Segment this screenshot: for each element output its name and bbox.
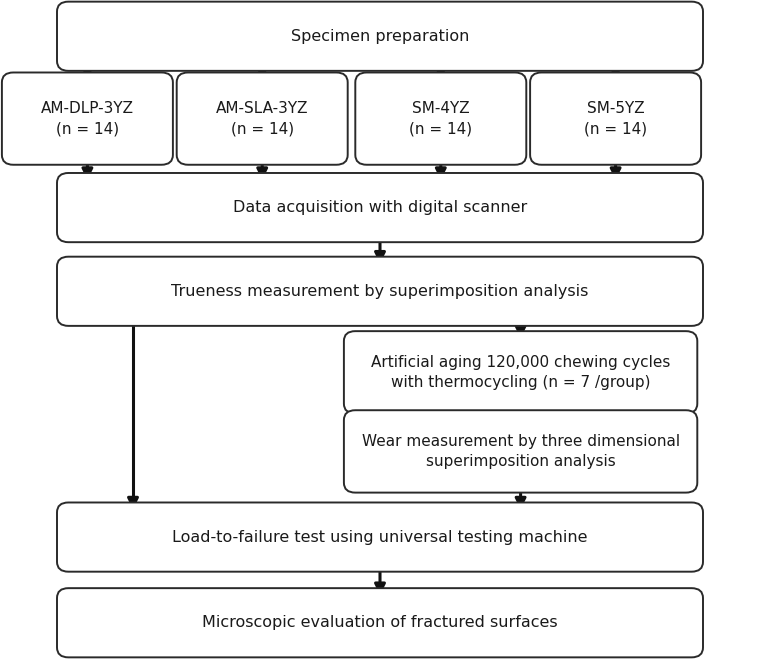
Text: AM-SLA-3YZ
(n = 14): AM-SLA-3YZ (n = 14) [216, 101, 309, 136]
Text: Load-to-failure test using universal testing machine: Load-to-failure test using universal tes… [173, 530, 587, 544]
Text: Wear measurement by three dimensional
superimposition analysis: Wear measurement by three dimensional su… [362, 434, 679, 469]
FancyBboxPatch shape [344, 331, 697, 414]
FancyBboxPatch shape [57, 173, 703, 242]
Text: Microscopic evaluation of fractured surfaces: Microscopic evaluation of fractured surf… [202, 616, 558, 630]
FancyBboxPatch shape [355, 72, 526, 165]
FancyBboxPatch shape [57, 2, 703, 71]
FancyBboxPatch shape [57, 256, 703, 326]
Text: SM-5YZ
(n = 14): SM-5YZ (n = 14) [584, 101, 648, 136]
Text: Data acquisition with digital scanner: Data acquisition with digital scanner [233, 200, 527, 215]
FancyBboxPatch shape [176, 72, 347, 165]
Text: SM-4YZ
(n = 14): SM-4YZ (n = 14) [409, 101, 473, 136]
FancyBboxPatch shape [530, 72, 701, 165]
FancyBboxPatch shape [2, 72, 173, 165]
Text: AM-DLP-3YZ
(n = 14): AM-DLP-3YZ (n = 14) [41, 101, 134, 136]
FancyBboxPatch shape [57, 502, 703, 571]
FancyBboxPatch shape [344, 410, 697, 493]
Text: Specimen preparation: Specimen preparation [291, 29, 469, 43]
Text: Trueness measurement by superimposition analysis: Trueness measurement by superimposition … [171, 284, 589, 299]
FancyBboxPatch shape [57, 588, 703, 658]
Text: Artificial aging 120,000 chewing cycles
with thermocycling (n = 7 /group): Artificial aging 120,000 chewing cycles … [371, 355, 670, 390]
